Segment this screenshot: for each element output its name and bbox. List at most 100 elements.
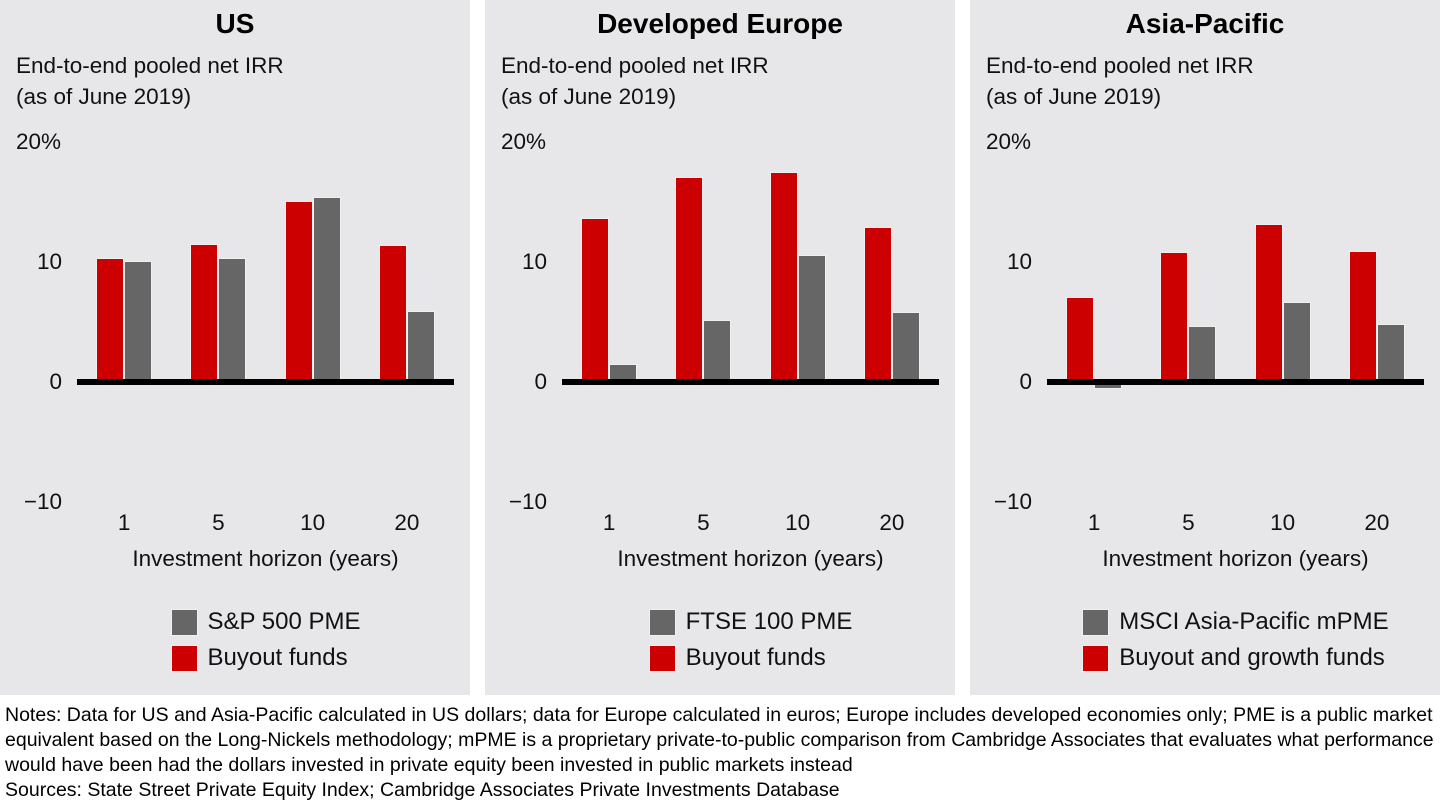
legend-label: MSCI Asia-Pacific mPME bbox=[1119, 608, 1389, 635]
y-tick-label: 0 bbox=[1019, 369, 1032, 394]
buyout-bar bbox=[190, 244, 219, 382]
y-tick-label: −10 bbox=[23, 489, 62, 514]
x-axis-title: Investment horizon (years) bbox=[1102, 546, 1369, 571]
y-tick-label: 10 bbox=[36, 249, 62, 274]
buyout-bar bbox=[284, 200, 313, 382]
x-tick-label: 5 bbox=[697, 510, 710, 535]
pme-bar bbox=[891, 312, 920, 382]
legend: MSCI Asia-Pacific mPME Buyout and growth … bbox=[1047, 608, 1424, 672]
pme-bar bbox=[124, 260, 153, 382]
legend-row: Buyout funds bbox=[170, 644, 361, 672]
bar-group bbox=[581, 142, 638, 502]
buyout-bar bbox=[863, 227, 892, 382]
legend-label: Buyout funds bbox=[207, 644, 348, 671]
legend-label: Buyout funds bbox=[685, 644, 826, 671]
bar-group bbox=[1066, 142, 1123, 502]
bar-group bbox=[863, 142, 920, 502]
bar-group bbox=[769, 142, 826, 502]
plot-area: 1 5 10 20 Investment horizon (years) S&P 50… bbox=[77, 142, 454, 672]
legend: S&P 500 PME Buyout funds bbox=[77, 608, 454, 672]
buyout-bar bbox=[1160, 252, 1189, 382]
y-axis-unit-label: 20% bbox=[986, 129, 1032, 154]
x-tick-label: 1 bbox=[117, 510, 131, 535]
notes-block: Notes: Data for US and Asia-Pacific calc… bbox=[5, 703, 1435, 803]
chart-panel: Asia-Pacific End-to-end pooled net IRR (… bbox=[970, 0, 1440, 695]
x-tick-label: 10 bbox=[300, 510, 326, 535]
sources-text: Sources: State Street Private Equity Ind… bbox=[5, 779, 840, 801]
legend-label: Buyout and growth funds bbox=[1119, 644, 1385, 671]
legend-swatch bbox=[1082, 608, 1110, 636]
panel-subtitle: End-to-end pooled net IRR (as of June 20… bbox=[16, 53, 284, 109]
legend: FTSE 100 PME Buyout funds bbox=[562, 608, 939, 672]
panel-subtitle: End-to-end pooled net IRR (as of June 20… bbox=[501, 53, 769, 109]
y-tick-label: −10 bbox=[508, 489, 547, 514]
x-tick-label: 20 bbox=[1364, 510, 1390, 535]
x-tick-label: 10 bbox=[1270, 510, 1296, 535]
panel-title: Asia-Pacific bbox=[1125, 8, 1285, 39]
y-tick-label: 0 bbox=[534, 369, 547, 394]
chart-panel: US End-to-end pooled net IRR (as of June… bbox=[0, 0, 470, 695]
panel-title: US bbox=[215, 8, 255, 39]
buyout-bar bbox=[675, 176, 704, 382]
legend-swatch bbox=[648, 608, 676, 636]
y-tick-label: 10 bbox=[521, 249, 547, 274]
x-tick-label: 20 bbox=[879, 510, 905, 535]
legend-label: S&P 500 PME bbox=[207, 608, 361, 635]
legend-swatch bbox=[170, 644, 198, 672]
plot-area: 1 5 10 20 Investment horizon (years) FTSE 1… bbox=[562, 142, 939, 672]
x-tick-label: 5 bbox=[212, 510, 225, 535]
pme-bar bbox=[312, 197, 341, 382]
pme-bar bbox=[218, 258, 247, 382]
buyout-bar bbox=[1254, 223, 1283, 382]
buyout-bar bbox=[1348, 251, 1377, 382]
bar-group bbox=[96, 142, 153, 502]
x-tick-label: 1 bbox=[1087, 510, 1101, 535]
pme-bar bbox=[1282, 301, 1311, 382]
y-axis-unit-label: 20% bbox=[16, 129, 62, 154]
legend-row: S&P 500 PME bbox=[170, 608, 361, 636]
x-tick-label: 1 bbox=[602, 510, 616, 535]
buyout-bar bbox=[769, 172, 798, 382]
pme-bar bbox=[1376, 324, 1405, 382]
x-axis-line bbox=[77, 379, 454, 385]
y-tick-label: −10 bbox=[993, 489, 1032, 514]
legend-rows: MSCI Asia-Pacific mPME Buyout and growth … bbox=[1082, 608, 1389, 672]
panel-title: Developed Europe bbox=[597, 8, 843, 39]
legend-row: FTSE 100 PME bbox=[648, 608, 853, 636]
legend-row: MSCI Asia-Pacific mPME bbox=[1082, 608, 1389, 636]
legend-rows: FTSE 100 PME Buyout funds bbox=[648, 608, 853, 672]
legend-row: Buyout and growth funds bbox=[1082, 644, 1388, 672]
bar-group bbox=[1160, 142, 1217, 502]
bar-group bbox=[284, 142, 341, 502]
legend-swatch bbox=[648, 644, 676, 672]
pme-bar bbox=[703, 319, 732, 382]
x-axis-title: Investment horizon (years) bbox=[617, 546, 884, 571]
pme-bar bbox=[1188, 325, 1217, 382]
bar-group bbox=[378, 142, 435, 502]
y-axis-unit-label: 20% bbox=[501, 129, 547, 154]
legend-rows: S&P 500 PME Buyout funds bbox=[170, 608, 361, 672]
bar-group bbox=[675, 142, 732, 502]
legend-swatch bbox=[1082, 644, 1110, 672]
x-axis-line bbox=[1047, 379, 1424, 385]
buyout-bar bbox=[581, 217, 610, 382]
chart-panels: US End-to-end pooled net IRR (as of June… bbox=[0, 0, 1440, 695]
bar-group bbox=[190, 142, 247, 502]
x-tick-label: 10 bbox=[785, 510, 811, 535]
notes-text: Notes: Data for US and Asia-Pacific calc… bbox=[5, 704, 1434, 776]
x-axis-title: Investment horizon (years) bbox=[132, 546, 399, 571]
bar-group bbox=[1348, 142, 1405, 502]
y-tick-label: 10 bbox=[1006, 249, 1032, 274]
legend-row: Buyout funds bbox=[648, 644, 853, 672]
x-tick-label: 5 bbox=[1182, 510, 1195, 535]
y-tick-label: 0 bbox=[49, 369, 62, 394]
x-tick-label: 20 bbox=[394, 510, 420, 535]
chart-panel: Developed Europe End-to-end pooled net I… bbox=[485, 0, 955, 695]
bar-group bbox=[1254, 142, 1311, 502]
buyout-bar bbox=[96, 258, 125, 382]
buyout-bar bbox=[1066, 296, 1095, 382]
pme-bar bbox=[406, 311, 435, 382]
legend-label: FTSE 100 PME bbox=[685, 608, 853, 635]
x-axis-line bbox=[562, 379, 939, 385]
buyout-bar bbox=[378, 245, 407, 382]
